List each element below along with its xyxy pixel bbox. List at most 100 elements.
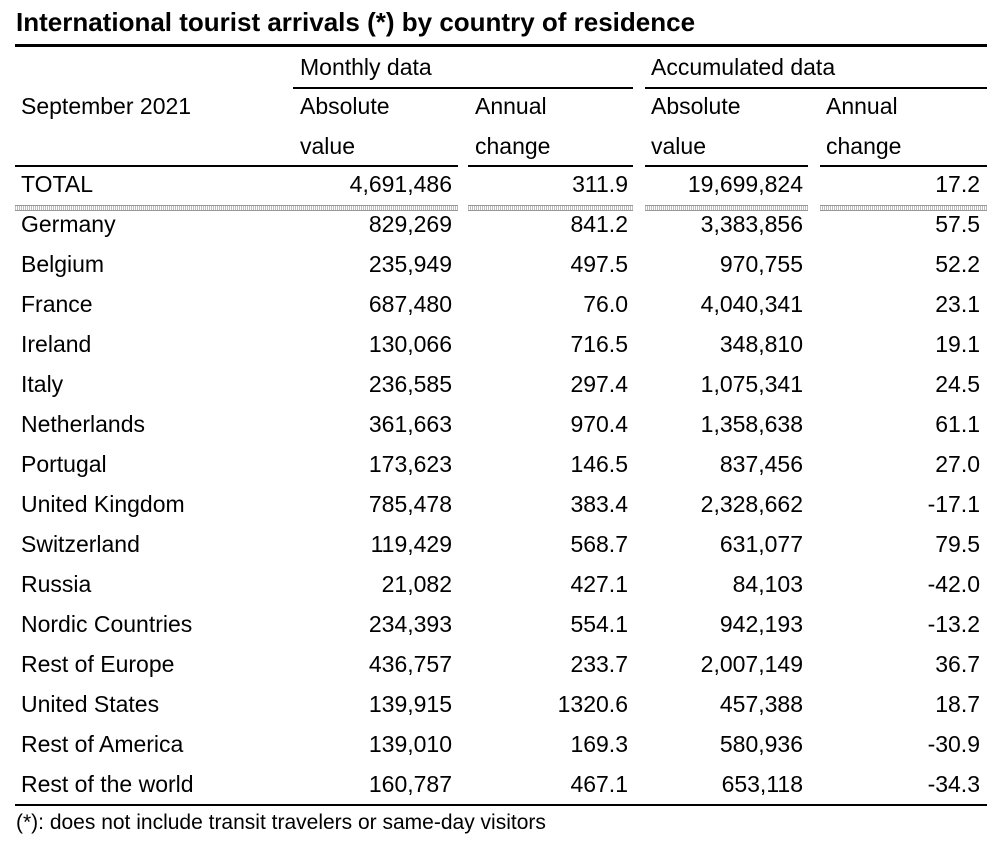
row-cell: 130,066 bbox=[368, 331, 452, 357]
total-cell: 19,699,824 bbox=[687, 171, 803, 197]
row-cell: 687,480 bbox=[368, 291, 452, 317]
row-cell: 383.4 bbox=[570, 491, 628, 517]
row-label: United States bbox=[21, 691, 160, 717]
rule bbox=[15, 44, 987, 47]
row-cell: 348,810 bbox=[719, 331, 803, 357]
row-cell: -30.9 bbox=[927, 731, 980, 757]
row-cell: 716.5 bbox=[570, 331, 628, 357]
row-cell: 21,082 bbox=[381, 571, 452, 597]
separator bbox=[645, 205, 808, 211]
separator bbox=[291, 205, 458, 211]
row-cell: 169.3 bbox=[570, 731, 628, 757]
row-cell: 119,429 bbox=[370, 531, 452, 557]
column-header: value bbox=[300, 133, 355, 159]
row-cell: 160,787 bbox=[368, 771, 452, 797]
row-cell: -34.3 bbox=[927, 771, 980, 797]
row-cell: 1320.6 bbox=[557, 691, 628, 717]
row-cell: 427.1 bbox=[570, 571, 628, 597]
row-cell: 297.4 bbox=[570, 371, 628, 397]
rule bbox=[293, 87, 633, 89]
row-cell: 236,585 bbox=[368, 371, 452, 397]
row-cell: 139,915 bbox=[368, 691, 452, 717]
row-label: Rest of Europe bbox=[21, 651, 175, 677]
title: International tourist arrivals (*) by co… bbox=[16, 7, 696, 37]
row-cell: 1,358,638 bbox=[700, 411, 803, 437]
row-label: Ireland bbox=[21, 331, 92, 357]
group-header: Monthly data bbox=[300, 54, 432, 80]
row-cell: 233.7 bbox=[570, 651, 628, 677]
rule bbox=[15, 165, 295, 167]
row-label: United Kingdom bbox=[21, 491, 185, 517]
row-label: Russia bbox=[21, 571, 92, 597]
group-header: Accumulated data bbox=[651, 54, 836, 80]
row-cell: 837,456 bbox=[719, 451, 803, 477]
row-cell: 970,755 bbox=[719, 251, 803, 277]
row-cell: 18.7 bbox=[935, 691, 980, 717]
row-cell: 84,103 bbox=[732, 571, 803, 597]
row-cell: 653,118 bbox=[721, 771, 803, 797]
row-label: Rest of America bbox=[21, 731, 184, 757]
row-cell: 467.1 bbox=[570, 771, 628, 797]
column-header: change bbox=[826, 133, 902, 159]
row-cell: 146.5 bbox=[570, 451, 628, 477]
total-cell: 4,691,486 bbox=[349, 171, 452, 197]
row-cell: 36.7 bbox=[935, 651, 980, 677]
row-cell: -13.2 bbox=[927, 611, 980, 637]
row-label: Rest of the world bbox=[21, 771, 194, 797]
row-cell: 554.1 bbox=[570, 611, 628, 637]
row-cell: 57.5 bbox=[935, 211, 980, 237]
row-cell: 234,393 bbox=[368, 611, 452, 637]
row-cell: 568.7 bbox=[570, 531, 628, 557]
row-cell: 785,478 bbox=[368, 491, 452, 517]
row-cell: 19.1 bbox=[935, 331, 980, 357]
row-label: Portugal bbox=[21, 451, 107, 477]
row-cell: 76.0 bbox=[583, 291, 628, 317]
rule bbox=[820, 165, 987, 167]
row-cell: 841.2 bbox=[570, 211, 628, 237]
row-cell: 497.5 bbox=[570, 251, 628, 277]
rule bbox=[468, 165, 633, 167]
row-cell: 23.1 bbox=[935, 291, 980, 317]
column-header: Annual bbox=[475, 93, 547, 119]
row-cell: 2,007,149 bbox=[700, 651, 803, 677]
row-cell: 3,383,856 bbox=[700, 211, 803, 237]
row-cell: 829,269 bbox=[368, 211, 452, 237]
row-cell: 173,623 bbox=[368, 451, 452, 477]
row-cell: 139,010 bbox=[368, 731, 452, 757]
column-header: value bbox=[651, 133, 706, 159]
column-header: Absolute bbox=[651, 93, 741, 119]
row-cell: 4,040,341 bbox=[700, 291, 803, 317]
row-cell: 235,949 bbox=[368, 251, 452, 277]
rule bbox=[291, 165, 458, 167]
rule bbox=[645, 87, 987, 89]
row-cell: 436,757 bbox=[368, 651, 452, 677]
row-cell: 1,075,341 bbox=[700, 371, 803, 397]
row-cell: -42.0 bbox=[927, 571, 980, 597]
row-cell: 457,388 bbox=[719, 691, 803, 717]
row-cell: 631,077 bbox=[719, 531, 803, 557]
total-cell: 311.9 bbox=[572, 171, 628, 197]
row-cell: 970.4 bbox=[570, 411, 628, 437]
row-cell: 79.5 bbox=[935, 531, 980, 557]
row-label: Italy bbox=[21, 371, 64, 397]
row-label: Nordic Countries bbox=[21, 611, 193, 637]
row-label: Netherlands bbox=[21, 411, 146, 437]
row-cell: 52.2 bbox=[935, 251, 980, 277]
total-cell: 17.2 bbox=[935, 171, 980, 197]
row-label: Switzerland bbox=[21, 531, 140, 557]
separator bbox=[15, 205, 295, 211]
footnote: (*): does not include transit travelers … bbox=[16, 811, 546, 834]
row-label: France bbox=[21, 291, 93, 317]
row-label: Belgium bbox=[21, 251, 105, 277]
rule bbox=[15, 804, 987, 806]
row-cell: 2,328,662 bbox=[700, 491, 803, 517]
column-header: Annual bbox=[826, 93, 898, 119]
row-cell: 942,193 bbox=[719, 611, 803, 637]
rule bbox=[645, 165, 808, 167]
period: September 2021 bbox=[21, 93, 192, 119]
column-header: change bbox=[475, 133, 551, 159]
separator bbox=[468, 205, 633, 211]
row-cell: -17.1 bbox=[927, 491, 980, 517]
separator bbox=[820, 205, 987, 211]
